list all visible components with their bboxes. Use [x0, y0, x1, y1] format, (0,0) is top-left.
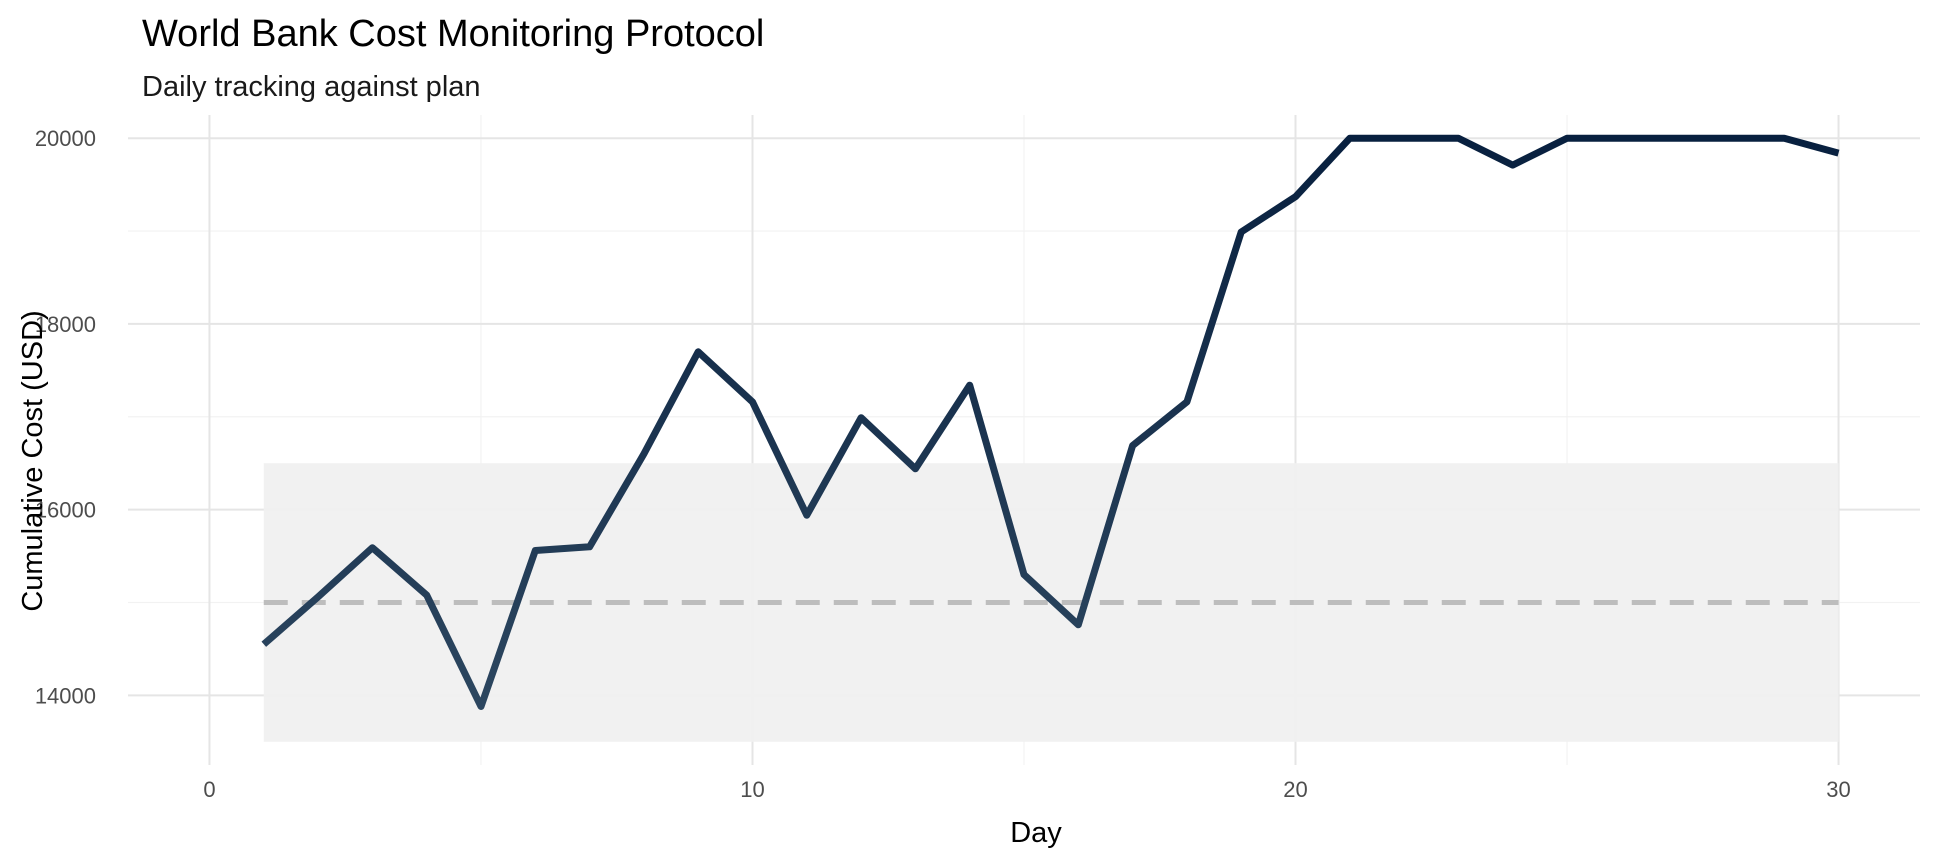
y-axis-title: Cumulative Cost (USD)	[17, 310, 49, 611]
x-axis-title: Day	[1010, 817, 1062, 849]
y-tick-label: 14000	[35, 683, 96, 708]
y-tick-label: 20000	[35, 126, 96, 151]
x-tick-label: 0	[203, 777, 215, 802]
chart-subtitle: Daily tracking against plan	[142, 71, 481, 103]
y-tick-label: 18000	[35, 312, 96, 337]
chart-title: World Bank Cost Monitoring Protocol	[142, 13, 764, 55]
x-tick-label: 30	[1826, 777, 1850, 802]
x-tick-label: 20	[1283, 777, 1307, 802]
x-tick-label: 10	[740, 777, 764, 802]
plot-panel: 14000 16000 18000 20000 0 10 20 30	[35, 115, 1920, 802]
cost-series-line	[261, 134, 1840, 710]
y-tick-label: 16000	[35, 498, 96, 523]
